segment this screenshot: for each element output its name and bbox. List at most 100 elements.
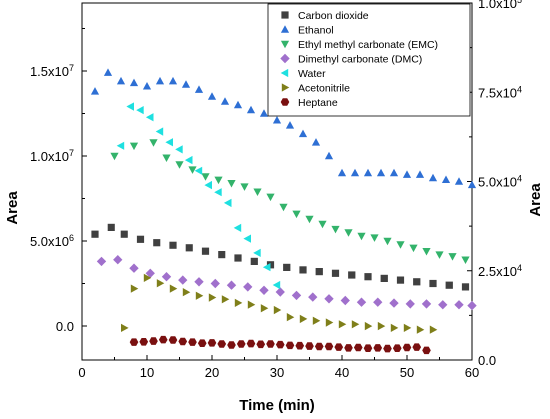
left-axis-ticks: 0.0 5.0x106 1.0x107 1.5x107	[30, 28, 87, 334]
data-point	[325, 318, 334, 327]
data-point	[250, 257, 258, 265]
data-point	[429, 325, 438, 334]
x-tick-label: 0	[78, 365, 85, 380]
data-point	[240, 183, 249, 191]
data-point	[405, 299, 415, 309]
data-point	[351, 320, 360, 329]
data-point	[402, 170, 412, 178]
data-point	[334, 343, 344, 351]
data-point	[234, 298, 243, 307]
data-point	[129, 263, 139, 273]
x-tick-label: 10	[140, 365, 154, 380]
data-point	[168, 336, 178, 344]
data-point	[259, 109, 269, 117]
data-point	[110, 152, 119, 161]
data-point	[165, 138, 173, 147]
data-point	[357, 232, 366, 241]
right-tick-label: 7.5x104	[478, 84, 522, 100]
data-point	[377, 321, 386, 331]
data-point	[299, 266, 307, 274]
data-point	[129, 142, 139, 151]
data-point	[409, 244, 418, 253]
data-point	[461, 283, 470, 291]
legend-label: Carbon dioxide	[298, 10, 369, 22]
data-point	[441, 175, 451, 183]
series-acetonitrile	[121, 273, 438, 334]
data-point	[194, 85, 204, 93]
data-point	[285, 121, 295, 129]
legend-label: Ethanol	[298, 25, 334, 37]
data-point	[188, 338, 197, 346]
data-point	[312, 316, 321, 325]
data-point	[402, 343, 412, 352]
data-point	[429, 279, 437, 288]
data-point	[348, 271, 356, 279]
data-point	[275, 287, 285, 297]
data-point	[243, 282, 253, 292]
data-point	[185, 244, 193, 252]
data-point	[344, 344, 353, 352]
data-point	[153, 239, 161, 247]
data-point	[279, 203, 288, 212]
data-point	[145, 268, 155, 278]
data-point	[272, 280, 281, 290]
legend: Carbon dioxide Ethanol Ethyl methyl carbon…	[280, 10, 438, 109]
data-point	[373, 344, 383, 352]
data-point	[308, 292, 318, 302]
x-tick-label: 20	[205, 365, 219, 380]
data-point	[448, 253, 457, 261]
data-point	[253, 248, 261, 257]
data-point	[184, 155, 193, 165]
data-point	[416, 325, 425, 334]
data-point	[467, 180, 477, 189]
data-point	[324, 342, 334, 351]
data-point	[182, 288, 191, 297]
data-point	[350, 168, 360, 177]
data-point	[305, 342, 314, 350]
data-point	[227, 341, 236, 349]
data-point	[175, 145, 183, 154]
data-point	[380, 274, 388, 282]
data-point	[220, 97, 230, 105]
x-tick-label: 50	[400, 365, 414, 380]
data-point	[246, 339, 256, 348]
data-point	[403, 323, 412, 332]
legend-marker	[280, 40, 290, 49]
data-point	[438, 300, 448, 310]
data-point	[201, 173, 210, 181]
data-point	[181, 80, 191, 88]
x-axis-title: Time (min)	[239, 397, 315, 414]
data-point	[107, 223, 115, 231]
data-point	[233, 223, 242, 232]
data-point	[233, 100, 243, 109]
data-point	[207, 339, 217, 347]
data-point	[169, 241, 177, 249]
data-point	[155, 76, 165, 85]
data-point	[188, 166, 197, 174]
series-water	[116, 102, 281, 290]
data-point	[338, 320, 347, 329]
data-point	[194, 277, 204, 287]
legend-marker	[281, 11, 289, 19]
data-point	[295, 341, 305, 350]
data-point	[226, 280, 237, 290]
data-point	[315, 268, 323, 276]
series-ethyl-methyl-carbonate-emc	[110, 139, 470, 264]
data-point	[413, 278, 421, 286]
data-point	[370, 234, 379, 242]
data-point	[175, 161, 184, 169]
data-point	[161, 272, 172, 282]
data-point	[129, 78, 139, 87]
data-point	[318, 220, 327, 229]
data-point	[412, 343, 422, 351]
data-point	[396, 276, 405, 284]
data-point	[204, 180, 212, 190]
data-point	[121, 323, 129, 332]
data-point	[143, 273, 152, 282]
data-point	[253, 188, 262, 196]
data-point	[103, 68, 113, 76]
left-tick-label: 1.5x107	[30, 63, 74, 79]
legend-marker	[280, 68, 289, 78]
data-point	[223, 198, 232, 208]
